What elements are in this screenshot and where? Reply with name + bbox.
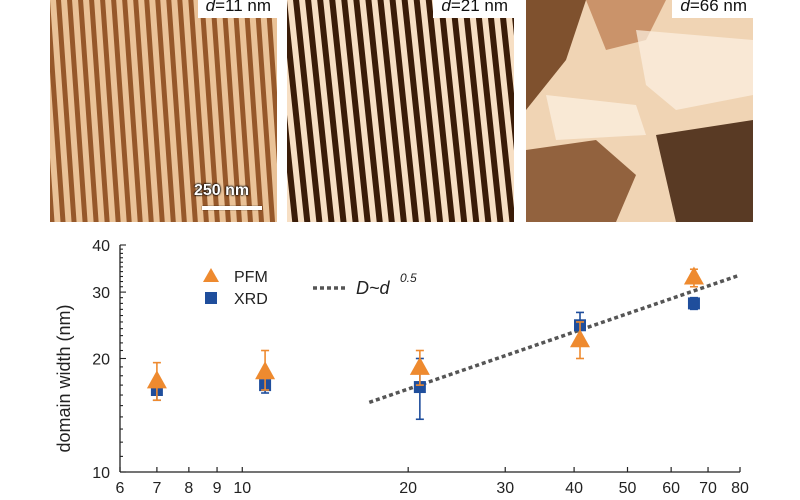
fit-line [368, 273, 741, 405]
afm-image-d66 [526, 0, 753, 222]
xrd-point [413, 381, 426, 394]
y-tick-label: 10 [92, 465, 110, 482]
x-tick-label: 40 [565, 480, 583, 497]
xrd-point [687, 297, 700, 310]
afm-panel-d11: d=11 nm 250 nm [50, 0, 277, 222]
x-tick-label: 8 [184, 480, 193, 497]
x-tick-label: 50 [619, 480, 637, 497]
pfm-point [683, 266, 704, 285]
afm-panel-d21: d=21 nm [287, 0, 514, 222]
pfm-point [570, 329, 591, 348]
fit-legend-exponent: 0.5 [400, 271, 417, 285]
scalebar [202, 206, 262, 210]
afm-image-d21 [287, 0, 514, 222]
y-tick-label: 40 [92, 238, 110, 255]
x-tick-label: 6 [116, 480, 125, 497]
panel-label-d21: d=21 nm [433, 0, 514, 18]
x-tick-label: 80 [731, 480, 749, 497]
fit-legend-label: D~d [356, 278, 391, 298]
legend-marker-xrd [205, 292, 217, 304]
afm-panel-d66: d=66 nm [526, 0, 753, 222]
domain-width-chart: 6 7 8 9 10 20 30 40 50 60 70 80 10 20 30 40 domain width… [54, 238, 749, 497]
pfm-point [146, 370, 167, 389]
legend-marker-pfm [203, 268, 219, 282]
legend-label: XRD [234, 291, 268, 308]
pfm-point [409, 356, 430, 375]
y-axis-label: domain width (nm) [54, 304, 74, 452]
afm-image-d11 [50, 0, 277, 222]
x-tick-label: 60 [662, 480, 680, 497]
pfm-point [255, 361, 276, 380]
panel-label-d66: d=66 nm [672, 0, 753, 18]
x-tick-label: 7 [152, 480, 161, 497]
y-tick-label: 30 [92, 285, 110, 302]
y-tick-label: 20 [92, 352, 110, 369]
x-tick-label: 10 [233, 480, 251, 497]
x-tick-label: 20 [399, 480, 417, 497]
x-tick-label: 70 [699, 480, 717, 497]
legend-label: PFM [234, 269, 268, 286]
x-tick-label: 9 [213, 480, 222, 497]
x-tick-label: 30 [496, 480, 514, 497]
panel-label-d11: d=11 nm [197, 0, 277, 18]
scalebar-label: 250 nm [194, 182, 250, 199]
